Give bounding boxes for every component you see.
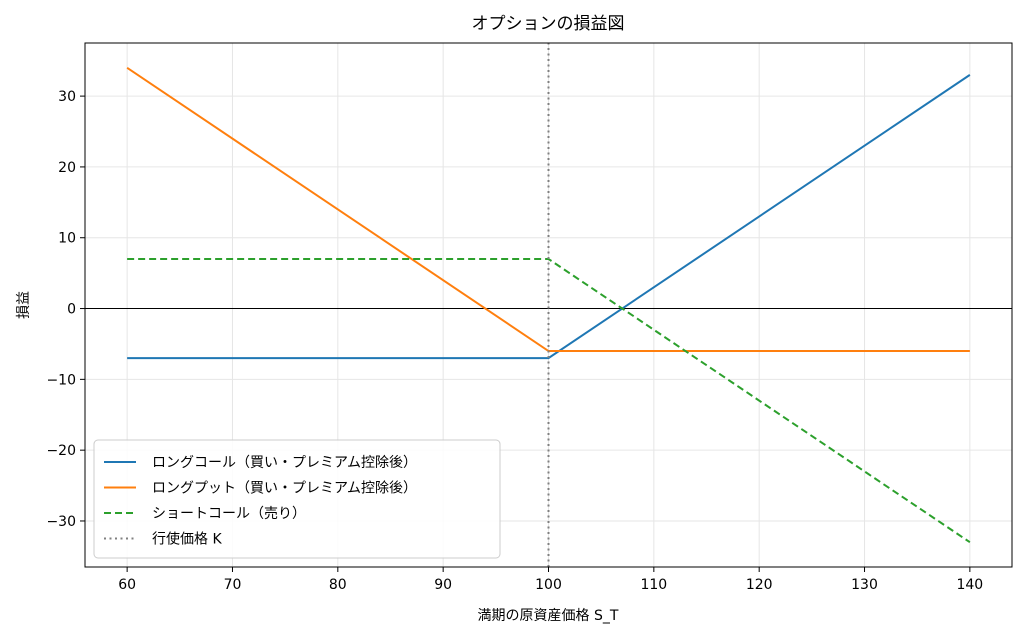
y-ticks: 30 20 10 0 −10 −20 −30 <box>46 89 85 530</box>
y-axis-label: 損益 <box>16 291 32 319</box>
x-tick-label: 90 <box>434 577 452 593</box>
y-tick-label: −30 <box>46 514 76 530</box>
legend-label: ショートコール（売り） <box>152 506 306 522</box>
y-tick-label: −10 <box>46 372 76 388</box>
y-tick-label: 20 <box>58 160 76 176</box>
legend-label: ロングプット（買い・プレミアム控除後） <box>152 481 417 497</box>
y-tick-label: −20 <box>46 443 76 459</box>
x-axis-label: 満期の原資産価格 S_T <box>478 608 619 624</box>
x-tick-label: 110 <box>640 577 667 593</box>
chart-title: オプションの損益図 <box>472 14 625 34</box>
y-tick-label: 0 <box>67 302 76 318</box>
y-tick-label: 10 <box>58 231 76 247</box>
legend-label: ロングコール（買い・プレミアム控除後） <box>152 455 417 471</box>
x-tick-label: 70 <box>224 577 242 593</box>
legend: ロングコール（買い・プレミアム控除後） ロングプット（買い・プレミアム控除後） ショ… <box>93 439 501 559</box>
legend-label: 行使価格 K <box>152 531 222 548</box>
x-tick-label: 100 <box>535 577 562 593</box>
y-tick-label: 30 <box>58 89 76 105</box>
x-tick-label: 80 <box>329 577 347 593</box>
legend-box <box>93 439 501 559</box>
x-ticks: 60 70 80 90 100 110 120 130 140 <box>118 567 983 593</box>
x-tick-label: 120 <box>746 577 773 593</box>
x-tick-label: 130 <box>851 577 878 593</box>
x-tick-label: 140 <box>956 577 983 593</box>
series-group <box>126 43 971 567</box>
long-call-line <box>127 74 971 360</box>
x-tick-label: 60 <box>118 577 136 593</box>
